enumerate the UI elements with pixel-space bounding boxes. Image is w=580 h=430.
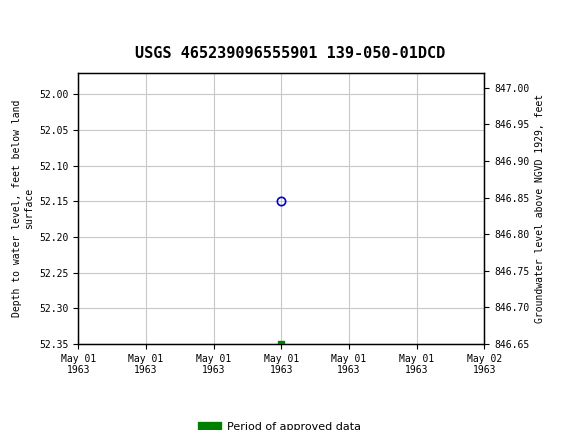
Text: USGS 465239096555901 139-050-01DCD: USGS 465239096555901 139-050-01DCD <box>135 46 445 61</box>
Y-axis label: Depth to water level, feet below land
surface: Depth to water level, feet below land su… <box>12 100 34 317</box>
Legend: Period of approved data: Period of approved data <box>197 417 365 430</box>
Text: ≡USGS: ≡USGS <box>6 10 60 28</box>
Y-axis label: Groundwater level above NGVD 1929, feet: Groundwater level above NGVD 1929, feet <box>535 94 545 323</box>
